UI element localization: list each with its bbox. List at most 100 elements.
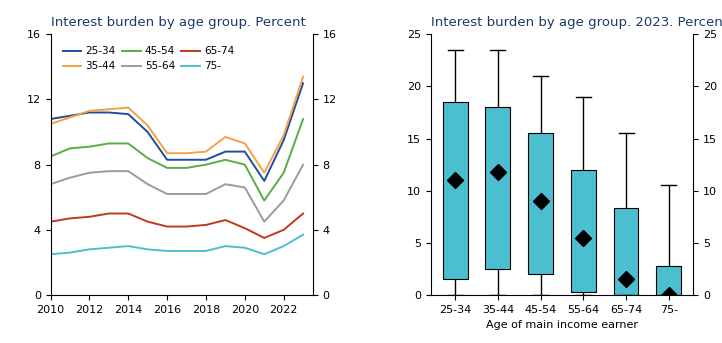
25-34: [182, 158, 191, 162]
45-54: [221, 158, 230, 162]
45-54: [162, 166, 171, 170]
45-54: [124, 141, 133, 145]
35-44: [221, 135, 230, 139]
25-34: [299, 81, 308, 85]
Bar: [614, 209, 638, 295]
45-54: [144, 156, 152, 160]
Text: Interest burden by age group. Percent: Interest burden by age group. Percent: [51, 16, 305, 29]
55-64: [66, 176, 74, 180]
55-64: [299, 163, 308, 167]
Line: 65-74: 65-74: [51, 213, 303, 238]
55-64: [105, 169, 113, 173]
25-34: [221, 150, 230, 154]
75-: [85, 247, 94, 251]
35-44: [124, 106, 133, 110]
45-54: [85, 145, 94, 149]
65-74: [144, 220, 152, 224]
35-44: [66, 115, 74, 119]
35-44: [85, 109, 94, 113]
65-74: [162, 225, 171, 229]
35-44: [182, 151, 191, 155]
35-44: [144, 123, 152, 128]
75-: [299, 233, 308, 237]
55-64: [162, 192, 171, 196]
35-44: [201, 150, 210, 154]
75-: [46, 252, 55, 256]
65-74: [85, 215, 94, 219]
75-: [279, 244, 288, 248]
25-34: [162, 158, 171, 162]
75-: [144, 247, 152, 251]
75-: [105, 246, 113, 250]
25-34: [124, 112, 133, 116]
Line: 45-54: 45-54: [51, 119, 303, 200]
35-44: [105, 107, 113, 111]
55-64: [240, 185, 249, 189]
65-74: [182, 225, 191, 229]
45-54: [260, 198, 269, 202]
55-64: [144, 182, 152, 186]
Bar: [485, 107, 510, 269]
75-: [124, 244, 133, 248]
75-: [66, 250, 74, 255]
35-44: [260, 171, 269, 175]
25-34: [279, 138, 288, 142]
65-74: [279, 228, 288, 232]
Bar: [443, 102, 468, 279]
55-64: [279, 198, 288, 202]
75-: [260, 252, 269, 256]
Text: Interest burden by age group. 2023. Percent: Interest burden by age group. 2023. Perc…: [431, 16, 722, 29]
Line: 55-64: 55-64: [51, 165, 303, 222]
75-: [240, 246, 249, 250]
35-44: [46, 122, 55, 126]
75-: [162, 249, 171, 253]
35-44: [279, 133, 288, 137]
45-54: [66, 146, 74, 150]
75-: [221, 244, 230, 248]
65-74: [124, 211, 133, 215]
Bar: [529, 133, 553, 274]
25-34: [105, 110, 113, 115]
Legend: 25-34, 35-44, 45-54, 55-64, 65-74, 75-: 25-34, 35-44, 45-54, 55-64, 65-74, 75-: [58, 42, 239, 76]
55-64: [182, 192, 191, 196]
55-64: [46, 182, 55, 186]
25-34: [144, 130, 152, 134]
45-54: [105, 141, 113, 145]
Bar: [571, 170, 596, 292]
25-34: [85, 110, 94, 115]
25-34: [66, 114, 74, 118]
Line: 25-34: 25-34: [51, 83, 303, 181]
65-74: [240, 226, 249, 230]
25-34: [201, 158, 210, 162]
55-64: [201, 192, 210, 196]
65-74: [46, 220, 55, 224]
25-34: [240, 150, 249, 154]
45-54: [201, 163, 210, 167]
55-64: [260, 220, 269, 224]
45-54: [279, 171, 288, 175]
35-44: [240, 141, 249, 145]
55-64: [124, 169, 133, 173]
Bar: [656, 266, 681, 295]
65-74: [299, 211, 308, 215]
45-54: [182, 166, 191, 170]
75-: [201, 249, 210, 253]
65-74: [221, 218, 230, 222]
65-74: [105, 211, 113, 215]
45-54: [299, 117, 308, 121]
35-44: [299, 75, 308, 79]
65-74: [66, 216, 74, 221]
X-axis label: Age of main income earner: Age of main income earner: [486, 320, 638, 330]
45-54: [240, 163, 249, 167]
65-74: [260, 236, 269, 240]
Line: 35-44: 35-44: [51, 77, 303, 173]
35-44: [162, 151, 171, 155]
55-64: [221, 182, 230, 186]
25-34: [260, 179, 269, 183]
75-: [182, 249, 191, 253]
Line: 75-: 75-: [51, 235, 303, 254]
25-34: [46, 117, 55, 121]
55-64: [85, 171, 94, 175]
45-54: [46, 154, 55, 158]
65-74: [201, 223, 210, 227]
